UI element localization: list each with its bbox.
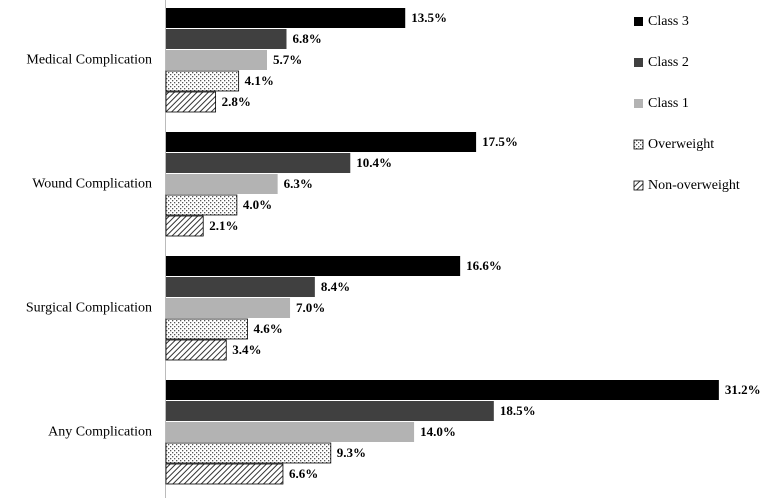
legend-label: Class 1 [648, 96, 689, 111]
bar [165, 70, 240, 92]
value-label: 6.3% [284, 176, 313, 191]
bar [165, 215, 204, 237]
category-label: Wound Complication [32, 177, 152, 192]
legend-swatch [634, 99, 643, 108]
category-label: Surgical Complication [26, 301, 152, 316]
bar [166, 256, 461, 276]
bar [166, 298, 291, 318]
legend-swatch [634, 17, 643, 26]
bar [165, 339, 227, 361]
value-label: 2.1% [209, 218, 238, 233]
bar [166, 29, 287, 49]
value-label: 8.4% [321, 279, 350, 294]
legend-swatch [634, 58, 643, 67]
value-label: 4.0% [243, 197, 272, 212]
bar [166, 153, 351, 173]
value-label: 7.0% [296, 300, 325, 315]
bar [166, 277, 315, 297]
value-label: 18.5% [500, 403, 536, 418]
bar [165, 194, 238, 216]
bar [165, 318, 248, 340]
value-label: 5.7% [273, 52, 302, 67]
value-label: 3.4% [232, 342, 261, 357]
legend-label: Class 2 [648, 55, 689, 70]
value-label: 31.2% [725, 382, 761, 397]
value-label: 16.6% [466, 258, 502, 273]
category-label: Any Complication [48, 425, 152, 440]
legend-label: Overweight [648, 137, 714, 152]
bar [166, 422, 415, 442]
value-label: 6.6% [289, 466, 318, 481]
bar [166, 8, 406, 28]
value-label: 9.3% [337, 445, 366, 460]
bar [165, 463, 284, 485]
legend-label: Non-overweight [648, 178, 740, 193]
value-label: 2.8% [222, 94, 251, 109]
value-label: 6.8% [292, 31, 321, 46]
value-label: 13.5% [411, 10, 447, 25]
legend-label: Class 3 [648, 14, 689, 29]
legend-swatch [633, 139, 644, 150]
bar [166, 401, 494, 421]
value-label: 14.0% [420, 424, 456, 439]
bar [165, 91, 217, 113]
bar [166, 174, 278, 194]
bar [166, 380, 719, 400]
legend-swatch [633, 180, 644, 191]
category-label: Medical Complication [26, 53, 152, 68]
bar [166, 132, 477, 152]
value-label: 4.6% [254, 321, 283, 336]
value-label: 4.1% [245, 73, 274, 88]
bar [166, 50, 268, 70]
bar [165, 442, 332, 464]
value-label: 17.5% [482, 134, 518, 149]
value-label: 10.4% [356, 155, 392, 170]
